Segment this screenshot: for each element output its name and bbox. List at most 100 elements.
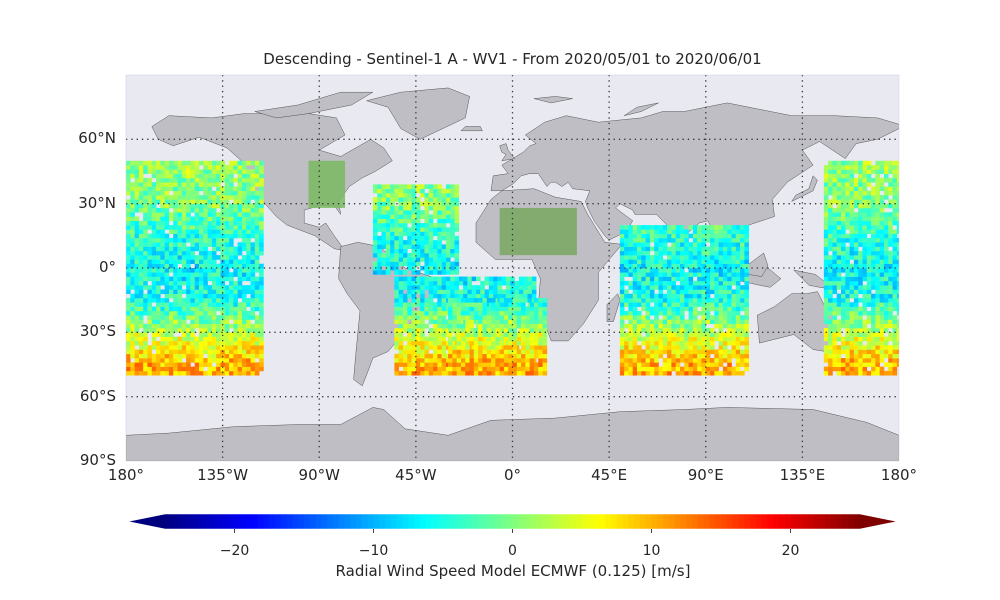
heatmap-cell [156,289,161,295]
heatmap-cell [705,370,711,376]
heatmap-cell [160,165,165,170]
heatmap-cell [478,370,483,376]
heatmap-cell [194,315,200,320]
heatmap-cell [740,362,745,367]
heatmap-cell [828,237,833,243]
heatmap-cell [722,268,728,273]
heatmap-cell [241,199,247,204]
heatmap-cell [705,237,711,243]
heatmap-cell [632,229,638,234]
heatmap-cell [254,353,260,359]
heatmap-cell [841,349,846,355]
heatmap-cell [237,315,243,320]
heatmap-cell [186,362,191,367]
heatmap-cell [735,272,741,277]
heatmap-cell [888,165,893,170]
heatmap-cell [407,345,412,350]
heatmap-cell [130,229,135,234]
lon-label: 45°W [395,466,437,484]
heatmap-cell [437,358,442,363]
heatmap-cell [220,362,226,367]
heatmap-cell [628,263,634,269]
heatmap-cell [495,362,500,367]
heatmap-cell [143,212,148,217]
heatmap-cell [424,244,430,249]
heatmap-cell [637,370,642,376]
heatmap-cell [211,229,217,234]
heatmap-cell [841,165,846,170]
heatmap-cell [853,246,859,252]
heatmap-cell [428,248,434,254]
heatmap-cell [823,229,829,234]
heatmap-cell [836,268,842,273]
heatmap-cell [160,370,165,376]
heatmap-cell [224,237,230,243]
heatmap-cell [849,272,855,277]
heatmap-cell [424,270,430,275]
heatmap-cell [679,306,685,312]
colorbar-segment [251,514,259,529]
heatmap-cell [701,250,707,256]
heatmap-cell [385,201,391,207]
heatmap-cell [254,306,260,312]
heatmap-cell [654,336,659,342]
heatmap-cell [849,220,855,226]
heatmap-cell [714,225,719,230]
heatmap-cell [849,177,855,183]
heatmap-cell [486,328,492,333]
heatmap-cell [250,285,256,290]
heatmap-cell [866,225,872,230]
heatmap-cell [203,289,208,295]
heatmap-cell [156,242,161,247]
heatmap-cell [710,336,715,342]
heatmap-cell [662,370,668,376]
heatmap-cell [424,235,430,241]
heatmap-cell [701,285,707,290]
heatmap-cell [229,285,234,290]
heatmap-cell [134,268,140,273]
heatmap-cell [398,222,404,228]
heatmap-cell [879,340,885,346]
heatmap-cell [448,349,453,355]
heatmap-cell [845,289,850,295]
heatmap-cell [130,169,135,174]
heatmap-cell [705,293,711,299]
heatmap-cell [637,323,642,329]
heatmap-cell [130,246,135,252]
heatmap-cell [177,203,183,209]
heatmap-cell [246,199,251,204]
heatmap-cell [735,242,741,247]
heatmap-cell [862,268,868,273]
heatmap-cell [173,358,178,363]
heatmap-cell [194,349,200,355]
heatmap-cell [199,289,204,295]
heatmap-cell [667,315,672,320]
heatmap-cell [402,349,408,355]
heatmap-cell [637,259,642,265]
lon-label: 180° [107,466,145,484]
heatmap-cell [424,336,430,342]
heatmap-cell [641,237,646,243]
heatmap-cell [454,235,460,241]
heatmap-cell [407,293,412,299]
heatmap-cell [832,259,838,265]
heatmap-cell [407,349,412,355]
heatmap-cell [731,229,737,234]
heatmap-cell [229,182,234,187]
heatmap-cell [718,289,724,295]
chart-title: Descending - Sentinel-1 A - WV1 - From 2… [263,50,762,68]
heatmap-cell [832,328,838,333]
heatmap-cell [437,340,442,346]
heatmap-cell [160,298,165,303]
heatmap-cell [875,242,880,247]
heatmap-cell [879,263,885,269]
heatmap-cell [688,298,694,303]
heatmap-cell [688,276,694,282]
heatmap-cell [237,190,243,196]
heatmap-cell [862,160,868,166]
heatmap-cell [832,255,838,260]
heatmap-cell [875,298,880,303]
heatmap-cell [390,244,395,249]
heatmap-cell [722,370,728,376]
heatmap-cell [624,263,629,269]
